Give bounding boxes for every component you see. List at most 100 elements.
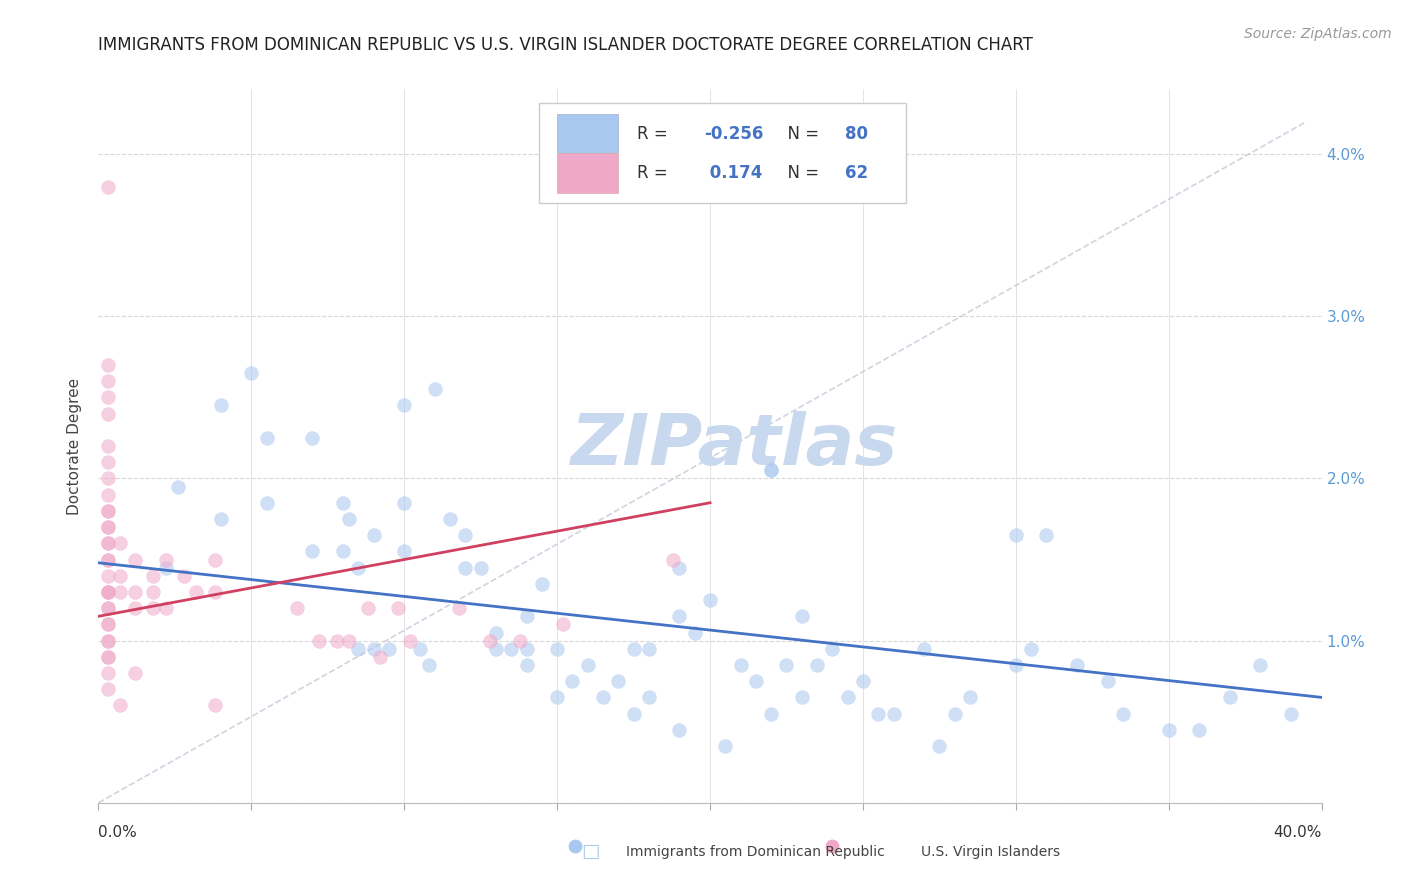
Text: N =: N = — [778, 125, 825, 143]
Text: 40.0%: 40.0% — [1274, 825, 1322, 840]
Point — [883, 706, 905, 721]
Point — [592, 690, 614, 705]
Point — [97, 390, 120, 404]
Text: -0.256: -0.256 — [704, 125, 763, 143]
FancyBboxPatch shape — [538, 103, 905, 203]
Point — [108, 698, 131, 713]
Point — [912, 641, 935, 656]
Point — [301, 544, 323, 558]
Point — [97, 504, 120, 518]
Point — [240, 366, 263, 380]
Point — [399, 633, 422, 648]
Point — [363, 528, 385, 542]
Point — [124, 585, 146, 599]
Point — [124, 666, 146, 681]
Point — [1035, 528, 1057, 542]
Point — [256, 496, 278, 510]
Point — [155, 601, 177, 615]
Point — [337, 633, 360, 648]
Point — [97, 407, 120, 421]
Point — [759, 706, 782, 721]
Point — [97, 374, 120, 388]
Point — [392, 496, 416, 510]
Point — [97, 666, 120, 681]
Point — [790, 609, 813, 624]
Point — [347, 560, 370, 574]
Point — [97, 617, 120, 632]
Point — [97, 358, 120, 372]
Point — [1157, 723, 1180, 737]
Point — [759, 463, 782, 477]
Point — [97, 455, 120, 469]
Point — [392, 399, 416, 413]
Point — [561, 674, 583, 689]
Text: ZIPatlas: ZIPatlas — [571, 411, 898, 481]
Point — [356, 601, 378, 615]
Point — [775, 657, 797, 672]
Point — [155, 552, 177, 566]
Point — [668, 723, 690, 737]
Text: Immigrants from Dominican Republic: Immigrants from Dominican Republic — [626, 845, 884, 859]
Point — [516, 641, 538, 656]
Point — [837, 690, 859, 705]
Point — [332, 544, 354, 558]
Point — [108, 536, 131, 550]
Point — [97, 552, 120, 566]
Point — [97, 649, 120, 664]
Point — [730, 657, 752, 672]
Text: 0.0%: 0.0% — [98, 825, 138, 840]
Point — [97, 617, 120, 632]
Point — [408, 641, 430, 656]
Point — [418, 657, 440, 672]
Point — [714, 739, 737, 753]
Bar — [557, 114, 619, 153]
Point — [142, 568, 165, 582]
Point — [124, 552, 146, 566]
Point — [683, 625, 706, 640]
Point — [509, 633, 531, 648]
Text: Source: ZipAtlas.com: Source: ZipAtlas.com — [1244, 27, 1392, 41]
Point — [142, 601, 165, 615]
Point — [530, 577, 553, 591]
Point — [806, 657, 828, 672]
Point — [1066, 657, 1088, 672]
Point — [97, 520, 120, 534]
Point — [97, 585, 120, 599]
Point — [97, 179, 120, 194]
Text: U.S. Virgin Islanders: U.S. Virgin Islanders — [921, 845, 1060, 859]
Point — [97, 471, 120, 485]
Point — [1188, 723, 1211, 737]
Point — [256, 431, 278, 445]
Point — [204, 698, 226, 713]
Point — [454, 560, 477, 574]
Bar — [557, 153, 619, 193]
Point — [337, 512, 360, 526]
Point — [1097, 674, 1119, 689]
Point — [423, 382, 446, 396]
Point — [301, 431, 323, 445]
Point — [97, 488, 120, 502]
Text: 0.174: 0.174 — [704, 164, 762, 182]
Point — [516, 657, 538, 672]
Point — [943, 706, 966, 721]
Point — [637, 641, 661, 656]
Point — [97, 439, 120, 453]
Point — [368, 649, 391, 664]
Point — [186, 585, 208, 599]
Text: N =: N = — [778, 164, 825, 182]
Point — [1279, 706, 1302, 721]
Point — [470, 560, 492, 574]
Point — [387, 601, 409, 615]
Point — [209, 512, 232, 526]
Point — [576, 657, 599, 672]
Point — [97, 585, 120, 599]
Point — [1004, 528, 1026, 542]
Point — [478, 633, 501, 648]
Point — [668, 560, 690, 574]
Point — [668, 609, 690, 624]
Point — [1004, 657, 1026, 672]
Point — [285, 601, 308, 615]
Point — [546, 641, 568, 656]
Point — [662, 552, 685, 566]
Point — [501, 641, 523, 656]
